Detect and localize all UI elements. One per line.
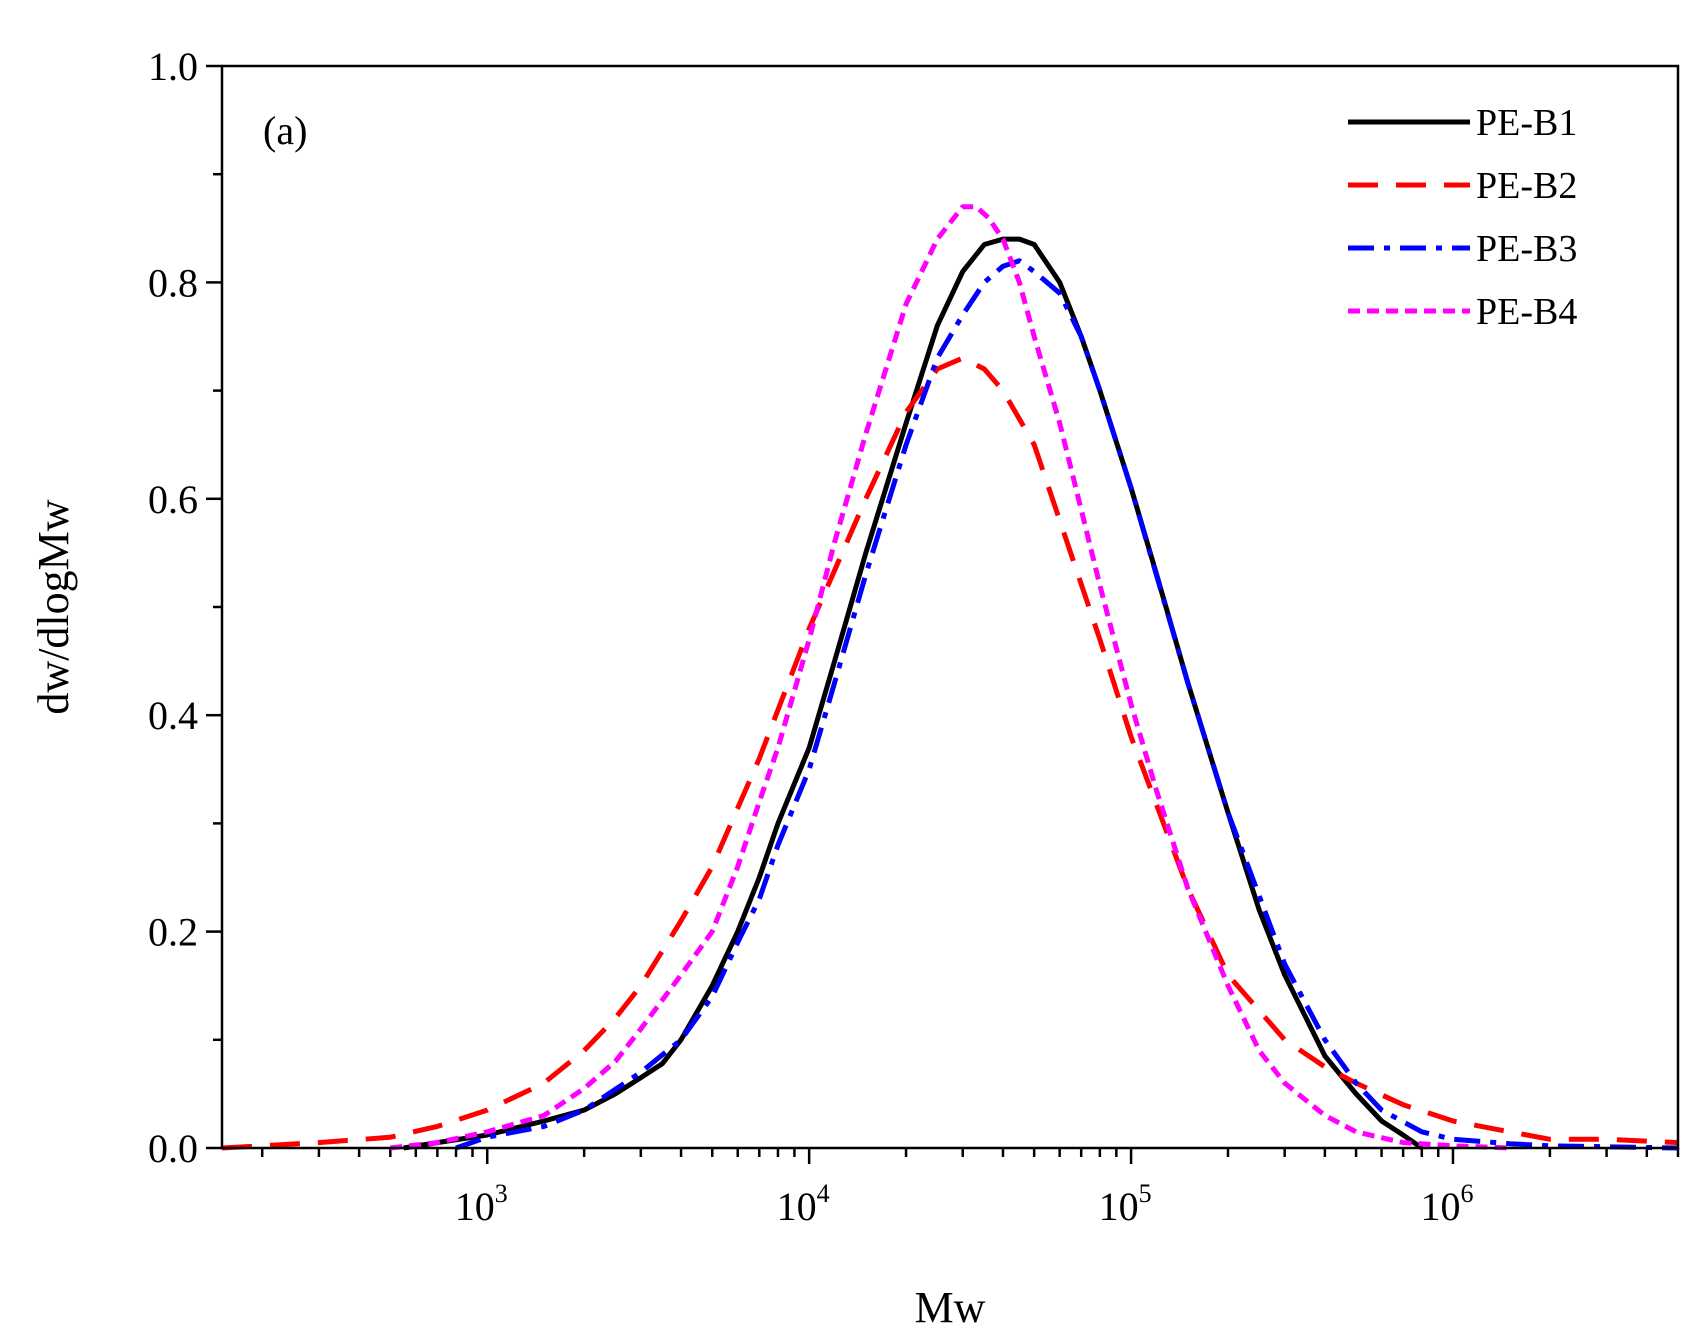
legend-label: PE-B3 bbox=[1476, 228, 1577, 270]
x-tick-label: 106 bbox=[1420, 1179, 1473, 1229]
x-tick-base: 10 bbox=[777, 1184, 817, 1229]
y-tick-label: 0.8 bbox=[148, 260, 198, 305]
x-tick-label: 104 bbox=[777, 1179, 830, 1229]
x-tick-label: 103 bbox=[455, 1179, 508, 1229]
series-line-pe-b2 bbox=[221, 355, 1679, 1151]
series-line-pe-b3 bbox=[455, 258, 1679, 1151]
y-tick-label: 0.2 bbox=[148, 910, 198, 955]
y-tick-label: 0.4 bbox=[148, 693, 198, 738]
y-tick-label: 0.0 bbox=[148, 1126, 198, 1171]
legend-label: PE-B2 bbox=[1476, 165, 1577, 207]
legend-label: PE-B1 bbox=[1476, 102, 1577, 144]
series-line-pe-b1 bbox=[403, 236, 1424, 1151]
x-tick-base: 10 bbox=[1099, 1184, 1139, 1229]
legend: PE-B1 PE-B2 PE-B3 PE-B4 bbox=[1348, 102, 1577, 333]
x-tick-base: 10 bbox=[1420, 1184, 1460, 1229]
x-axis-title: Mw bbox=[915, 1283, 986, 1332]
x-tick-exponent: 4 bbox=[817, 1179, 830, 1208]
y-tick-label: 0.6 bbox=[148, 477, 198, 522]
x-tick-base: 10 bbox=[455, 1184, 495, 1229]
y-axis-title: dw/dlogMw bbox=[29, 499, 78, 714]
x-tick-exponent: 3 bbox=[495, 1179, 508, 1208]
x-tick-label: 105 bbox=[1099, 1179, 1152, 1229]
series-line-pe-b4 bbox=[390, 204, 1510, 1151]
panel-label: (a) bbox=[263, 108, 307, 153]
axis-ticks bbox=[206, 64, 1680, 1164]
x-tick-exponent: 6 bbox=[1460, 1179, 1473, 1208]
x-tick-exponent: 5 bbox=[1139, 1179, 1152, 1208]
legend-label: PE-B4 bbox=[1476, 291, 1577, 333]
plot-frame bbox=[220, 64, 1680, 1150]
plot-series bbox=[221, 204, 1679, 1151]
y-tick-label: 1.0 bbox=[148, 44, 198, 89]
